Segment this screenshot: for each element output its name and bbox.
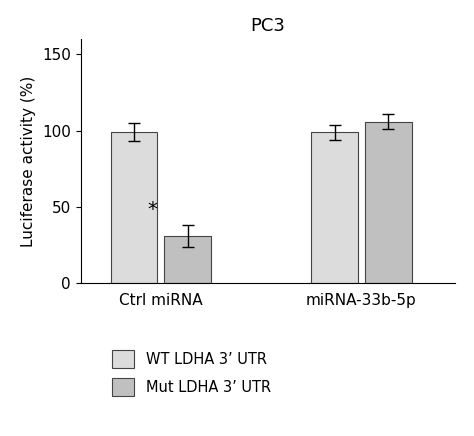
- Title: PC3: PC3: [250, 17, 285, 35]
- Text: *: *: [147, 200, 157, 219]
- Bar: [110, 133, 157, 283]
- Bar: [164, 236, 211, 283]
- Bar: [365, 122, 411, 283]
- Legend: WT LDHA 3’ UTR, Mut LDHA 3’ UTR: WT LDHA 3’ UTR, Mut LDHA 3’ UTR: [107, 344, 277, 402]
- Y-axis label: Luciferase activity (%): Luciferase activity (%): [21, 76, 36, 247]
- Bar: [311, 133, 358, 283]
